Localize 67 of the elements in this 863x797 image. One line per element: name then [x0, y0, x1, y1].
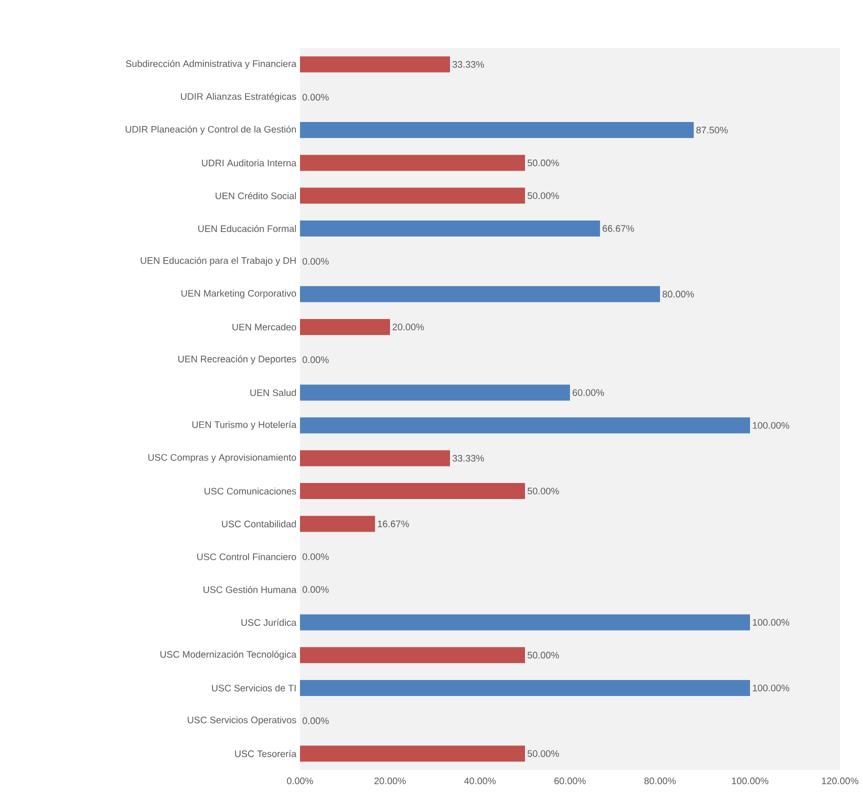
y-tick-label: USC Contabilidad	[222, 520, 296, 528]
bar	[300, 647, 525, 664]
x-tick-label: 100.00%	[732, 778, 768, 784]
y-tick-label: UDRI Auditoria Interna	[202, 159, 296, 166]
data-label: 50.00%	[528, 160, 559, 166]
data-label: 80.00%	[662, 290, 694, 298]
data-label: 50.00%	[528, 488, 559, 494]
x-tick-label: 20.00%	[374, 778, 406, 784]
bar	[300, 680, 750, 696]
data-label: 33.33%	[452, 61, 484, 68]
data-label: 66.67%	[602, 225, 634, 232]
bar	[300, 122, 694, 138]
y-tick-label: USC Tesorería	[235, 750, 296, 758]
y-tick-label: UEN Mercadeo	[232, 323, 296, 330]
bar	[300, 220, 600, 237]
y-tick-label: UEN Salud	[250, 389, 296, 396]
bar	[300, 483, 525, 500]
y-tick-label: USC Modernización Tecnológica	[160, 650, 296, 660]
data-label: 33.33%	[452, 454, 484, 462]
x-tick-label: 80.00%	[644, 778, 676, 784]
bar	[300, 56, 450, 72]
data-label: 0.00%	[302, 553, 329, 560]
y-tick-label: UEN Educación para el Trabajo y DH	[140, 256, 296, 266]
y-tick-label: USC Comunicaciones	[204, 488, 296, 495]
y-tick-label: UEN Educación Formal	[198, 224, 296, 232]
y-tick-label: UEN Turismo y Hotelería	[192, 420, 296, 430]
bar	[300, 417, 750, 434]
y-tick-label: USC Gestión Humana	[204, 586, 296, 594]
bar	[300, 516, 376, 532]
bar	[300, 746, 525, 762]
data-label: 100.00%	[752, 618, 790, 626]
data-label: 50.00%	[528, 192, 559, 200]
y-tick-label: USC Jurídica	[241, 618, 296, 626]
bar	[300, 450, 450, 466]
bar	[300, 384, 570, 401]
data-label: 16.67%	[378, 520, 409, 528]
data-label: 50.00%	[528, 652, 559, 658]
data-label: 0.00%	[302, 717, 329, 724]
y-tick-label: USC Compras y Aprovisionamiento	[148, 454, 296, 463]
data-label: 50.00%	[528, 750, 559, 757]
data-label: 60.00%	[572, 389, 604, 396]
bar	[300, 286, 660, 302]
y-tick-label: USC Control Financiero	[197, 553, 296, 560]
x-tick-label: 0.00%	[286, 778, 314, 784]
y-tick-label: UDIR Planeación y Control de la Gestión	[126, 126, 296, 135]
data-label: 0.00%	[302, 94, 329, 101]
data-label: 100.00%	[752, 422, 790, 429]
y-tick-label: UDIR Alianzas Estratégicas	[180, 92, 296, 102]
x-tick-label: 40.00%	[464, 778, 496, 784]
data-label: 100.00%	[752, 684, 790, 692]
y-tick-label: UEN Recreación y Deportes	[178, 355, 296, 364]
bar	[300, 154, 525, 171]
x-tick-label: 60.00%	[554, 778, 586, 784]
bar	[300, 188, 525, 204]
x-tick-label: 120.00%	[822, 778, 858, 784]
y-tick-label: USC Servicios de TI	[212, 684, 296, 692]
data-label: 0.00%	[302, 258, 329, 265]
data-label: 87.50%	[696, 126, 728, 134]
data-label: 0.00%	[302, 586, 329, 593]
y-tick-label: USC Servicios Operativos	[188, 716, 296, 726]
bar	[300, 614, 750, 630]
bar	[300, 318, 390, 335]
data-label: 20.00%	[392, 324, 424, 330]
data-label: 0.00%	[302, 356, 329, 364]
y-tick-label: Subdirección Administrativa y Financiera	[126, 60, 296, 69]
y-tick-label: UEN Marketing Corporativo	[181, 290, 296, 299]
y-tick-label: UEN Crédito Social	[216, 192, 296, 200]
